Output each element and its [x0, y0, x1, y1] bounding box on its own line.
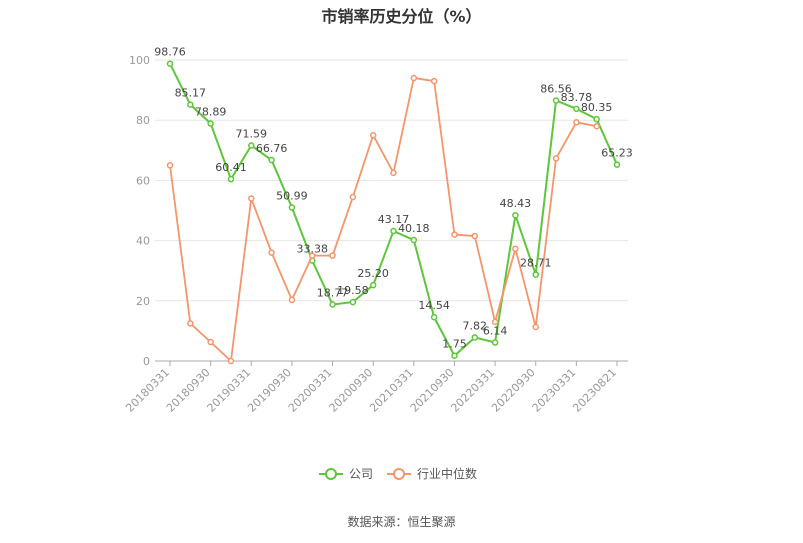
industry-median-data-point [268, 249, 275, 256]
data-label: 40.18 [398, 222, 430, 235]
data-label: 14.54 [418, 299, 450, 312]
company-data-point [613, 161, 621, 168]
industry-median-data-point [491, 318, 499, 326]
company-data-point [390, 227, 397, 235]
industry-median-data-point [369, 132, 377, 139]
company-data-point [268, 156, 275, 164]
data-label: 28.71 [520, 257, 552, 270]
company-data-point [410, 236, 418, 244]
industry-median-data-point [349, 193, 357, 201]
industry-median-data-point [329, 252, 336, 259]
company-data-point [573, 105, 580, 113]
industry-median-data-point [288, 296, 296, 304]
legend-marker [393, 468, 405, 480]
data-label: 71.59 [236, 128, 268, 141]
industry-median-data-point [187, 320, 194, 327]
industry-median-data-point [552, 155, 560, 162]
company-data-point [166, 60, 174, 67]
legend: 公司 行业中位数 [319, 466, 477, 481]
y-tick-label: 60 [136, 174, 150, 187]
industry-median-data-point [573, 119, 580, 126]
legend-label-industry-median: 行业中位数 [417, 466, 477, 481]
y-tick-label: 0 [143, 355, 150, 368]
industry-median-series-line [169, 77, 597, 362]
data-label: 7.82 [463, 319, 488, 332]
industry-median-data-point [532, 323, 539, 331]
industry-median-data-point [471, 232, 479, 240]
data-label: 1.75 [442, 338, 467, 351]
data-label: 86.56 [540, 82, 572, 95]
data-label: 43.17 [378, 213, 410, 226]
company-data-point [248, 142, 255, 149]
industry-median-data-point [410, 74, 418, 82]
data-label: 78.89 [195, 106, 227, 119]
data-label: 33.38 [296, 243, 328, 256]
data-label: 80.35 [581, 101, 613, 114]
data-label: 98.76 [154, 46, 186, 59]
data-label: 25.20 [357, 267, 389, 280]
data-label: 50.99 [276, 190, 308, 203]
y-tick-label: 20 [136, 295, 150, 308]
data-label: 85.17 [175, 87, 207, 100]
company-data-point [187, 101, 194, 108]
industry-median-data-point [248, 195, 255, 202]
industry-median-data-point [512, 245, 519, 252]
data-label: 19.58 [337, 284, 369, 297]
company-data-point [430, 313, 438, 321]
industry-median-data-point [308, 252, 316, 259]
data-source: 数据来源：恒生聚源 [347, 515, 456, 529]
industry-median-data-point [430, 77, 438, 85]
company-data-point [227, 175, 235, 183]
legend-marker [325, 468, 337, 480]
data-label: 66.76 [256, 142, 288, 155]
company-data-point [532, 271, 539, 278]
y-tick-label: 40 [136, 235, 150, 248]
company-data-point [512, 211, 519, 219]
company-data-point [288, 204, 296, 211]
company-data-point [593, 115, 600, 123]
legend-label-company: 公司 [349, 467, 373, 481]
company-data-point [207, 120, 214, 127]
data-label: 18.77 [317, 287, 349, 300]
industry-median-data-point [390, 169, 397, 177]
data-label: 48.43 [500, 197, 532, 210]
company-data-point [349, 298, 357, 306]
y-tick-label: 80 [136, 114, 150, 127]
company-data-point [552, 97, 560, 104]
company-data-point [451, 352, 458, 359]
industry-median-data-point [166, 162, 174, 169]
grid-lines [155, 59, 628, 302]
data-label: 83.78 [561, 91, 593, 104]
industry-median-data-point [593, 122, 600, 130]
data-label: 6.14 [483, 325, 508, 338]
industry-median-data-point [451, 231, 458, 238]
industry-median-data-point [227, 357, 235, 365]
company-data-point [369, 281, 377, 289]
company-data-point [471, 334, 479, 341]
company-data-point [491, 339, 499, 346]
x-tick-label: 20230821 [570, 366, 619, 415]
company-data-point [329, 301, 336, 308]
data-label: 65.23 [601, 147, 633, 160]
y-tick-label: 100 [129, 54, 150, 67]
series-lines [166, 60, 621, 365]
chart-title: 市销率历史分位（%） [321, 7, 482, 26]
industry-median-data-point [207, 338, 214, 346]
data-label: 60.41 [215, 161, 247, 174]
